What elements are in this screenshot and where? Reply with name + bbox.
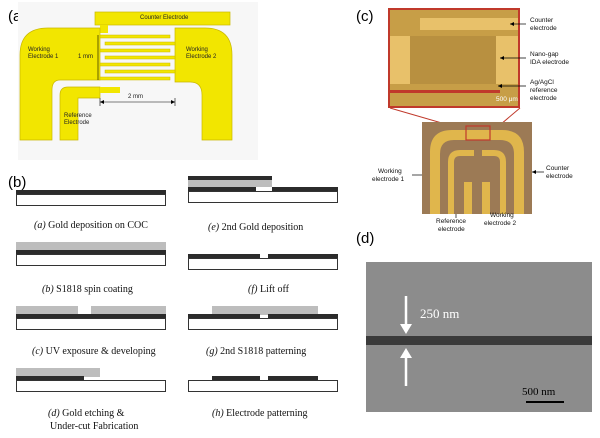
process-step-e [188, 174, 338, 214]
callout-agcl-1: Ag/AgCl [530, 79, 554, 86]
callout-nanogap-1: Nano-gap [530, 51, 559, 58]
ref-label-line1: Reference [64, 113, 92, 119]
callout-counter2-2: electrode [546, 173, 573, 180]
callout-ref-1: Reference [436, 218, 466, 225]
step-e-caption: (e) 2nd Gold deposition [208, 222, 304, 233]
micrograph-inset [388, 8, 520, 108]
we2-label-line1: Working [186, 47, 208, 53]
step-b-caption: (b) S1818 spin coating [42, 284, 133, 295]
dimension-horizontal: 2 mm [128, 94, 143, 100]
gap-label: 250 nm [420, 306, 460, 321]
we2-label-line2: Electrode 2 [186, 54, 217, 60]
process-step-g [188, 304, 338, 344]
step-d-caption-line1: (d) Gold etching & [48, 408, 125, 419]
callout-agcl-2: reference [530, 87, 558, 94]
counter-electrode-bar [94, 11, 231, 26]
process-step-d [16, 366, 166, 406]
panel-d-letter: (d) [356, 230, 375, 247]
process-step-h [188, 366, 338, 406]
callout-we2-2: electrode 2 [484, 220, 517, 227]
panel-b-letter: (b) [8, 174, 27, 191]
inset-scale-label: 500 μm [496, 96, 518, 103]
reference-electrode [59, 86, 101, 141]
callout-agcl-3: electrode [530, 95, 557, 102]
step-g-caption: (g) 2nd S1818 patterning [206, 346, 307, 357]
callout-nanogap-2: IDA electrode [530, 59, 570, 66]
callout-ref-2: electrode [438, 226, 465, 233]
process-step-f [188, 244, 338, 284]
process-step-a [16, 180, 166, 220]
callout-we1-1: Working [378, 168, 402, 175]
sem-image: 250 nm 500 nm [366, 262, 592, 412]
step-d-caption-line2: Under-cut Fabrication [50, 421, 139, 432]
we1-label-line1: Working [28, 47, 50, 53]
callout-we2-1: Working [490, 212, 514, 219]
step-a-caption: (a) Gold deposition on COC [34, 220, 148, 231]
step-h-caption: (h) Electrode patterning [212, 408, 308, 419]
callout-counter2-1: Counter [546, 165, 570, 172]
counter-electrode-label: Counter Electrode [140, 15, 189, 21]
ref-label-line2: Electrode [64, 120, 90, 126]
callout-we1-2: electrode 1 [372, 176, 405, 183]
callout-counter-1: Counter [530, 17, 554, 24]
electrode-schematic [18, 2, 258, 160]
panel-c-letter: (c) [356, 8, 374, 25]
device-photo [422, 122, 532, 214]
gap-arrows [400, 296, 564, 403]
working-electrode-2 [174, 27, 233, 141]
interdigitated-fingers [99, 34, 176, 81]
dimension-vertical: 1 mm [78, 54, 93, 60]
process-step-c [16, 304, 166, 344]
we1-label-line2: Electrode 1 [28, 54, 59, 60]
step-c-caption: (c) UV exposure & developing [32, 346, 156, 357]
callout-counter-2: electrode [530, 25, 557, 32]
sem-scale-label: 500 nm [522, 386, 556, 398]
process-step-b [16, 240, 166, 280]
step-f-caption: (f) Lift off [248, 284, 289, 295]
nanogap-line [366, 336, 592, 345]
